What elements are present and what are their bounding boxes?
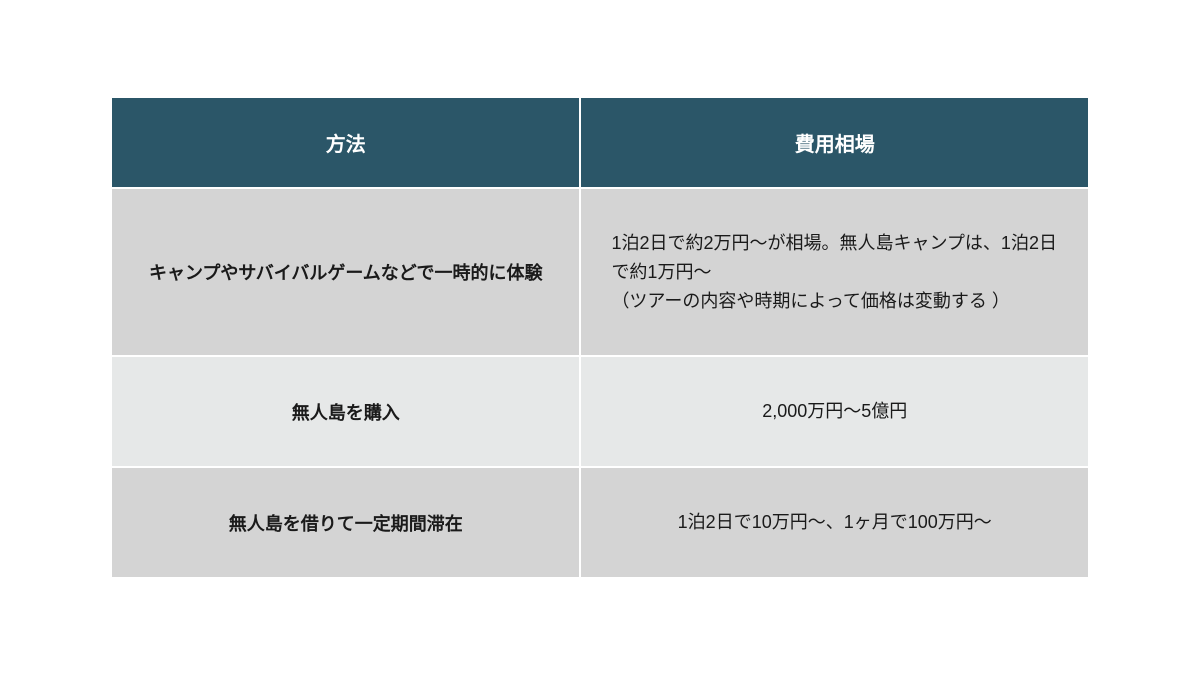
- table-row: キャンプやサバイバルゲームなどで一時的に体験 1泊2日で約2万円〜が相場。無人島…: [111, 188, 1089, 356]
- table-row: 無人島を借りて一定期間滞在 1泊2日で10万円〜、1ヶ月で100万円〜: [111, 467, 1089, 578]
- method-cell: 無人島を借りて一定期間滞在: [111, 467, 580, 578]
- method-cell: 無人島を購入: [111, 356, 580, 467]
- cost-cell: 2,000万円〜5億円: [580, 356, 1089, 467]
- table-body: キャンプやサバイバルゲームなどで一時的に体験 1泊2日で約2万円〜が相場。無人島…: [111, 188, 1089, 578]
- header-cost: 費用相場: [580, 97, 1089, 188]
- cost-cell: 1泊2日で約2万円〜が相場。無人島キャンプは、1泊2日で約1万円〜（ツアーの内容…: [580, 188, 1089, 356]
- cost-cell: 1泊2日で10万円〜、1ヶ月で100万円〜: [580, 467, 1089, 578]
- method-cell: キャンプやサバイバルゲームなどで一時的に体験: [111, 188, 580, 356]
- table-row: 無人島を購入 2,000万円〜5億円: [111, 356, 1089, 467]
- comparison-table-container: 方法 費用相場 キャンプやサバイバルゲームなどで一時的に体験 1泊2日で約2万円…: [110, 96, 1090, 579]
- comparison-table: 方法 費用相場 キャンプやサバイバルゲームなどで一時的に体験 1泊2日で約2万円…: [110, 96, 1090, 579]
- header-method: 方法: [111, 97, 580, 188]
- table-header-row: 方法 費用相場: [111, 97, 1089, 188]
